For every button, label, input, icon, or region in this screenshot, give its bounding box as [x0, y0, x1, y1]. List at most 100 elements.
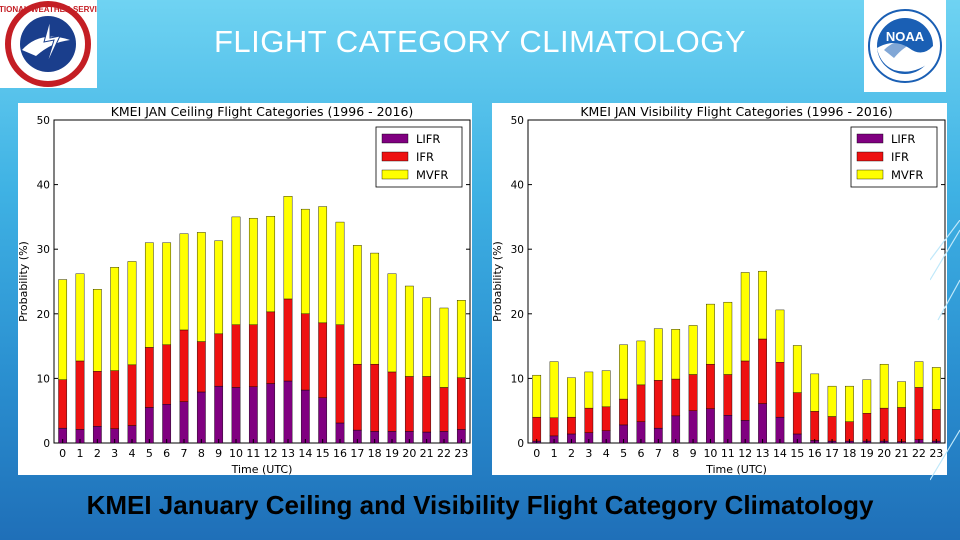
- y-axis-label: Probability (%): [492, 241, 504, 322]
- y-tick-label: 40: [37, 180, 50, 192]
- x-tick-label: 7: [181, 447, 188, 460]
- x-tick-label: 14: [298, 447, 312, 460]
- legend-label-lifr: LIFR: [891, 132, 915, 146]
- x-tick-label: 10: [703, 447, 717, 460]
- x-tick-label: 12: [738, 447, 752, 460]
- bar-segment-ifr: [439, 387, 449, 432]
- bar-segment-ifr: [653, 380, 663, 429]
- x-tick-label: 23: [454, 447, 468, 460]
- bar-segment-mvfr: [740, 272, 750, 362]
- x-tick-label: 3: [585, 447, 592, 460]
- bar-segment-ifr: [810, 411, 820, 441]
- x-tick-label: 13: [281, 447, 295, 460]
- bar-segment-mvfr: [845, 385, 854, 422]
- x-tick-label: 7: [655, 447, 662, 460]
- bar-segment-ifr: [845, 421, 854, 442]
- bar-segment-mvfr: [75, 273, 85, 362]
- legend-label-mvfr: MVFR: [416, 168, 448, 182]
- x-tick-label: 0: [59, 447, 66, 460]
- bar-segment-mvfr: [897, 381, 906, 408]
- y-tick-label: 20: [37, 309, 50, 321]
- legend-swatch-ifr: [856, 151, 884, 162]
- y-tick-label: 50: [37, 115, 50, 127]
- nws-logo-text: NATIONAL WEATHER SERVICE: [0, 5, 97, 14]
- x-tick-label: 6: [163, 447, 170, 460]
- x-tick-label: 15: [790, 447, 804, 460]
- bar-segment-mvfr: [792, 345, 802, 393]
- bar-segment-mvfr: [404, 285, 414, 377]
- legend-label-ifr: IFR: [416, 150, 434, 164]
- x-axis-label: Time (UTC): [705, 463, 767, 475]
- x-tick-label: 5: [620, 447, 627, 460]
- x-tick-label: 20: [877, 447, 891, 460]
- legend-swatch-mvfr: [381, 169, 409, 180]
- x-tick-label: 15: [316, 447, 330, 460]
- noaa-logo: NOAA: [864, 0, 946, 92]
- bar-segment-mvfr: [810, 373, 820, 412]
- bar-segment-ifr: [179, 329, 189, 402]
- bar-segment-mvfr: [318, 206, 328, 324]
- x-tick-label: 21: [895, 447, 909, 460]
- y-tick-label: 30: [511, 244, 524, 256]
- x-tick-label: 4: [603, 447, 610, 460]
- ceiling-chart-panel: KMEI JAN Ceiling Flight Categories (1996…: [18, 103, 472, 475]
- x-tick-label: 1: [551, 447, 558, 460]
- bar-segment-ifr: [248, 324, 258, 387]
- bar-segment-mvfr: [144, 242, 154, 348]
- bar-segment-ifr: [283, 298, 293, 382]
- bar-segment-ifr: [196, 341, 206, 393]
- legend-swatch-ifr: [381, 151, 409, 162]
- y-tick-label: 10: [511, 373, 524, 385]
- bar-segment-ifr: [92, 371, 102, 427]
- x-tick-label: 5: [146, 447, 153, 460]
- bar-segment-ifr: [404, 376, 414, 432]
- bar-segment-lifr: [248, 386, 258, 444]
- plot-frame: [53, 119, 471, 444]
- legend-label-ifr: IFR: [891, 150, 909, 164]
- bar-segment-mvfr: [636, 340, 646, 386]
- bar-segment-ifr: [266, 311, 276, 384]
- bar-segment-mvfr: [231, 216, 241, 325]
- bar-segment-ifr: [162, 344, 172, 405]
- legend-swatch-lifr: [381, 133, 409, 144]
- x-tick-label: 17: [350, 447, 364, 460]
- bar-segment-ifr: [300, 313, 310, 391]
- bar-segment-lifr: [266, 383, 276, 444]
- x-tick-label: 1: [77, 447, 84, 460]
- bar-segment-mvfr: [370, 252, 380, 365]
- x-tick-label: 9: [215, 447, 222, 460]
- bar-segment-ifr: [214, 333, 224, 387]
- x-tick-label: 8: [672, 447, 679, 460]
- bar-segment-mvfr: [179, 233, 189, 331]
- bar-segment-mvfr: [601, 370, 611, 408]
- bar-segment-mvfr: [283, 196, 293, 300]
- y-tick-label: 20: [511, 309, 524, 321]
- nws-logo: NATIONAL WEATHER SERVICE: [0, 0, 109, 88]
- x-tick-label: 4: [129, 447, 136, 460]
- bar-segment-mvfr: [827, 385, 837, 417]
- bar-segment-mvfr: [58, 279, 68, 380]
- bar-segment-lifr: [688, 410, 698, 444]
- x-tick-label: 2: [94, 447, 101, 460]
- bar-segment-mvfr: [266, 216, 276, 313]
- bar-segment-lifr: [214, 385, 224, 444]
- plot-frame: [527, 119, 946, 444]
- x-tick-label: 19: [385, 447, 399, 460]
- x-tick-label: 9: [690, 447, 697, 460]
- legend-label-mvfr: MVFR: [891, 168, 923, 182]
- bar-segment-ifr: [127, 364, 137, 426]
- bar-segment-ifr: [549, 417, 559, 437]
- bar-segment-mvfr: [914, 361, 924, 388]
- bar-segment-lifr: [671, 415, 681, 444]
- bar-segment-mvfr: [584, 371, 594, 409]
- bar-segment-ifr: [897, 407, 906, 442]
- x-tick-label: 6: [637, 447, 644, 460]
- bar-segment-lifr: [144, 407, 154, 444]
- y-tick-label: 0: [517, 438, 524, 450]
- bar-segment-ifr: [775, 362, 785, 418]
- x-tick-label: 17: [825, 447, 839, 460]
- x-tick-label: 23: [929, 447, 943, 460]
- bar-segment-mvfr: [706, 303, 715, 365]
- decorative-lines: [930, 220, 960, 481]
- bar-segment-mvfr: [456, 300, 466, 378]
